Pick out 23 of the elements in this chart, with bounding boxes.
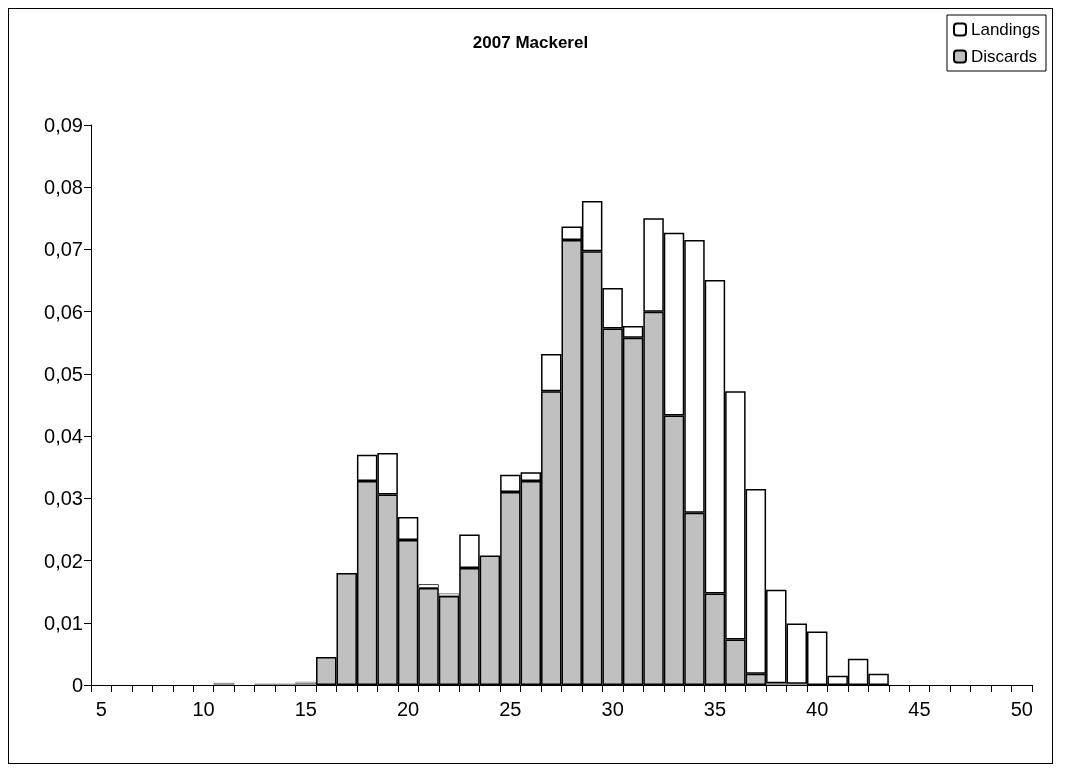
x-tick-label: 30 [601, 698, 624, 720]
y-tick-label: 0,08 [44, 176, 83, 199]
x-tick-label: 25 [499, 698, 522, 720]
y-tick-label: 0,04 [44, 425, 83, 448]
y-tick-label: 0,03 [44, 487, 83, 510]
y-tick-label: 0 [71, 674, 83, 696]
y-tick-label: 0,01 [44, 611, 83, 634]
legend-label: Landings [971, 20, 1041, 39]
x-tick-label: 20 [396, 698, 420, 720]
y-tick-label: 0,06 [44, 300, 83, 323]
x-tick-label: 45 [908, 698, 931, 720]
chart-title: 2007 Mackerel [472, 33, 589, 52]
x-tick-label: 50 [1010, 698, 1033, 720]
y-tick-label: 0,02 [44, 549, 83, 572]
x-tick-label: 40 [806, 698, 829, 720]
x-tick-label: 15 [294, 698, 317, 720]
y-tick-label: 0,05 [44, 362, 83, 385]
x-tick-label: 10 [192, 698, 215, 720]
y-tick-label: 0,07 [44, 238, 83, 261]
y-tick-label: 0,09 [44, 114, 83, 136]
x-tick-label: 35 [703, 698, 727, 720]
x-tick-label: 5 [95, 698, 107, 720]
legend-label: Discards [971, 47, 1038, 66]
